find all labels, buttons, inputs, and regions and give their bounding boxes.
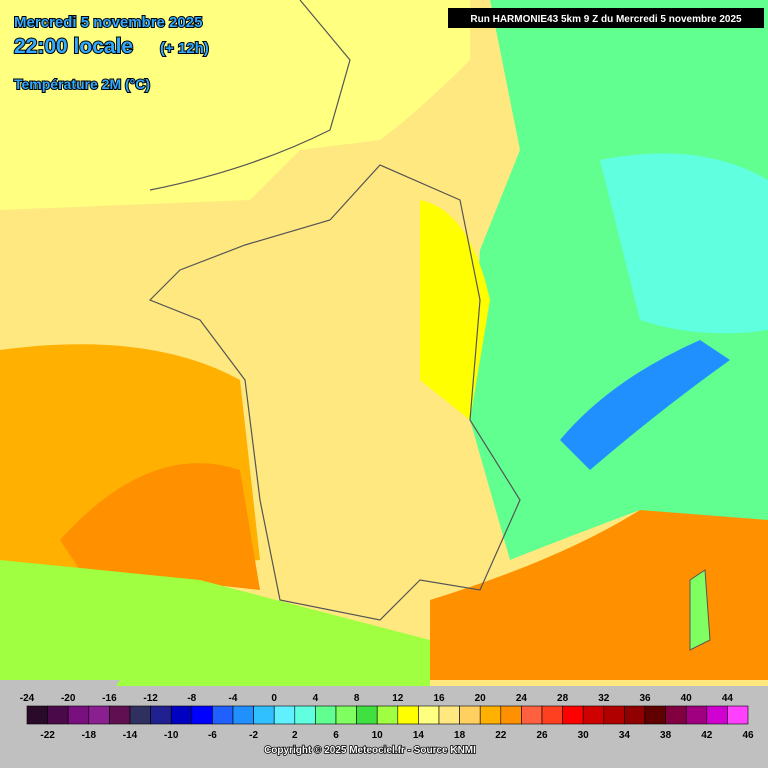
legend-label: 42 (701, 730, 713, 741)
corsica (689, 569, 711, 651)
legend-swatch (459, 705, 481, 725)
legend-swatch (191, 705, 213, 725)
legend-swatch (356, 705, 378, 725)
legend-label: 12 (392, 693, 404, 704)
legend-swatch (397, 705, 419, 725)
legend-label: -20 (61, 693, 76, 704)
legend-label: -14 (123, 730, 138, 741)
legend-label: 24 (516, 693, 528, 704)
legend-label: -4 (229, 693, 238, 704)
date: Mercredi 5 novembre 2025 (14, 14, 202, 31)
variable: Température 2M (°C) (14, 76, 150, 92)
legend-label: -12 (143, 693, 158, 704)
legend-label: 40 (681, 693, 693, 704)
legend-label: 44 (722, 693, 734, 704)
offset: (+ 12h) (160, 40, 209, 57)
legend-swatch (273, 705, 296, 725)
biscay-warm (60, 463, 260, 590)
legend-label: 30 (578, 730, 590, 741)
legend-swatch (479, 705, 502, 725)
legend-label: 8 (354, 693, 360, 704)
legend-swatch (150, 705, 172, 725)
legend-swatch (727, 705, 749, 725)
legend-swatch (521, 705, 543, 725)
legend-swatch (706, 705, 728, 725)
legend-label: 38 (660, 730, 672, 741)
time: 22:00 locale (14, 35, 133, 58)
legend-label: 2 (292, 730, 298, 741)
spain-mild (0, 560, 430, 700)
legend-label: 18 (454, 730, 466, 741)
legend-label: 46 (742, 730, 754, 741)
east-france-mild (420, 200, 490, 420)
legend-label: -10 (164, 730, 179, 741)
mediterranean-warm (430, 500, 768, 680)
legend-swatch (315, 705, 337, 725)
legend-swatch (562, 705, 584, 725)
legend-swatch (109, 705, 131, 725)
legend-label: -6 (208, 730, 217, 741)
copyright: Copyright © 2025 Meteociel.fr - Source K… (264, 745, 476, 756)
legend-label: 4 (313, 693, 319, 704)
legend-label: -24 (20, 693, 35, 704)
legend-swatch (170, 705, 193, 725)
legend-swatch (541, 705, 563, 725)
legend-label: 26 (536, 730, 548, 741)
north-sea-region (0, 0, 470, 210)
legend-label: 28 (557, 693, 569, 704)
legend-swatch (665, 705, 687, 725)
legend-label: 10 (372, 730, 384, 741)
legend-label: 0 (271, 693, 277, 704)
legend-swatch (47, 705, 69, 725)
run-box (448, 8, 764, 28)
legend-swatch (500, 705, 522, 725)
legend-panel (0, 686, 768, 768)
legend-swatch (376, 705, 399, 725)
uk-coast (149, 0, 351, 191)
france-border (148, 164, 521, 621)
legend-swatch (88, 705, 110, 725)
legend-swatch (438, 705, 460, 725)
germany-cold (600, 153, 768, 334)
legend-label: 6 (333, 730, 339, 741)
legend-label: 20 (475, 693, 487, 704)
legend-swatch (67, 705, 90, 725)
east-cool (470, 0, 768, 560)
legend-label: -18 (82, 730, 97, 741)
legend-label: 32 (598, 693, 610, 704)
legend-swatch (26, 705, 48, 725)
legend-label: -8 (187, 693, 196, 704)
legend-swatch (624, 705, 646, 725)
legend-label: -2 (249, 730, 258, 741)
legend-label: 34 (619, 730, 631, 741)
legend-swatch (603, 705, 625, 725)
legend-label: -22 (40, 730, 55, 741)
legend-swatch (129, 705, 151, 725)
legend: -24-22-20-18-16-14-12-10-8-6-4-202468101… (20, 693, 754, 741)
legend-swatch (644, 705, 666, 725)
legend-swatch (294, 705, 316, 725)
legend-label: 22 (495, 730, 507, 741)
alps-cold (560, 340, 730, 470)
legend-label: 14 (413, 730, 425, 741)
run-info: Run HARMONIE43 5km 9 Z du Mercredi 5 nov… (470, 14, 742, 25)
legend-swatch (212, 705, 234, 725)
legend-swatch (253, 705, 275, 725)
legend-label: 36 (639, 693, 651, 704)
legend-swatch (685, 705, 708, 725)
legend-swatch (232, 705, 254, 725)
legend-label: -16 (102, 693, 117, 704)
legend-swatch (335, 705, 357, 725)
legend-swatch (418, 705, 440, 725)
legend-swatch (582, 705, 605, 725)
legend-label: 16 (433, 693, 445, 704)
